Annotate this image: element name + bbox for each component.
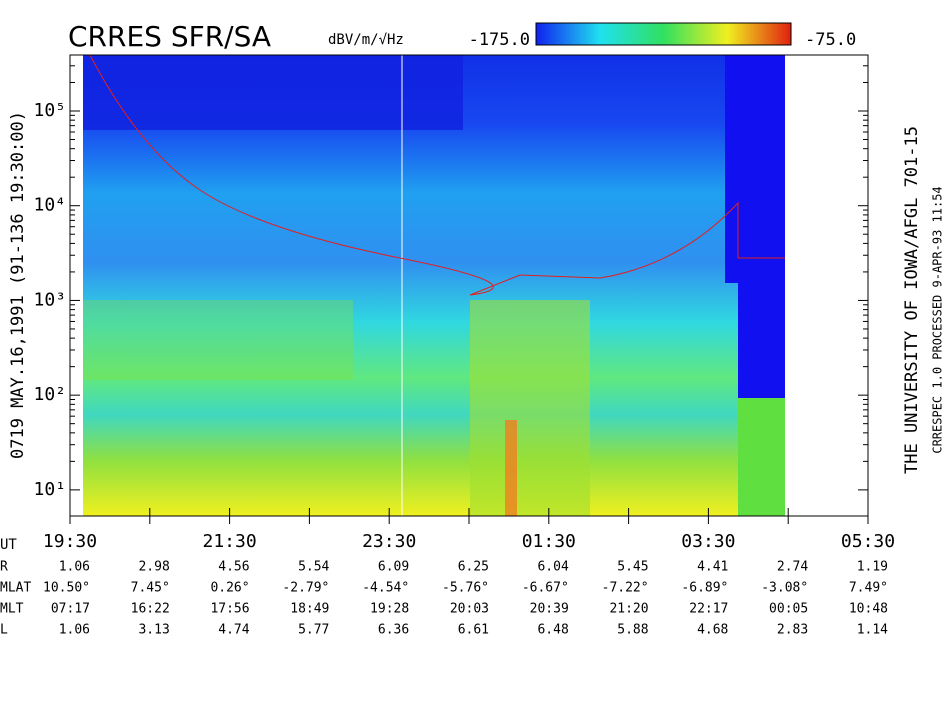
x-tick-label: 19:30	[43, 531, 97, 552]
ephemeris-value: 6.09	[378, 560, 409, 575]
ephemeris-value: 07:17	[51, 602, 90, 617]
ephemeris-value: 10.50°	[43, 581, 90, 596]
x-tick-label: 21:30	[203, 531, 257, 552]
ephemeris-value: 1.19	[857, 560, 888, 575]
ephemeris-value: 2.74	[777, 560, 808, 575]
ephemeris-name: R	[0, 560, 8, 575]
ephemeris-value: 0.26°	[210, 581, 249, 596]
ephemeris-value: 2.83	[777, 623, 808, 638]
ephemeris-value: 5.77	[298, 623, 329, 638]
ephemeris-value: 6.48	[537, 623, 568, 638]
chart-title: CRRES SFR/SA	[68, 20, 271, 53]
x-axis-label: UT	[0, 537, 17, 553]
colorbar	[535, 22, 792, 46]
ephemeris-value: 17:56	[210, 602, 249, 617]
ephemeris-value: 21:20	[609, 602, 648, 617]
ephemeris-value: 3.13	[138, 623, 169, 638]
ephemeris-value: -4.54°	[362, 581, 409, 596]
ephemeris-value: 16:22	[131, 602, 170, 617]
right-label: THE UNIVERSITY OF IOWA/AFGL 701-15	[902, 126, 922, 474]
spectrogram-image	[83, 54, 785, 516]
ephemeris-value: 1.06	[59, 623, 90, 638]
ephemeris-value: 20:39	[530, 602, 569, 617]
ephemeris-value: 6.36	[378, 623, 409, 638]
ephemeris-name: MLAT	[0, 581, 31, 596]
ephemeris-value: -6.67°	[522, 581, 569, 596]
right-label-2: CRRESPEC 1.0 PROCESSED 9-APR-93 11:54	[931, 186, 945, 453]
x-tick-label: 23:30	[362, 531, 416, 552]
ephemeris-value: 7.49°	[849, 581, 888, 596]
y-tick-label: 10⁴	[33, 195, 66, 216]
ephemeris-value: 5.54	[298, 560, 329, 575]
y-tick-label: 10³	[33, 289, 66, 310]
colorbar-max: -75.0	[805, 30, 856, 50]
ephemeris-value: 00:05	[769, 602, 808, 617]
ephemeris-value: 6.04	[537, 560, 568, 575]
y-tick-label: 10¹	[33, 479, 66, 500]
ephemeris-value: 1.06	[59, 560, 90, 575]
ephemeris-value: -7.22°	[602, 581, 649, 596]
x-tick-label: 01:30	[522, 531, 576, 552]
ephemeris-value: -2.79°	[282, 581, 329, 596]
ephemeris-value: 22:17	[689, 602, 728, 617]
ephemeris-value: 5.88	[617, 623, 648, 638]
colorbar-label: dBV/m/√Hz	[328, 32, 404, 48]
ephemeris-value: -6.89°	[681, 581, 728, 596]
ephemeris-value: -3.08°	[761, 581, 808, 596]
ephemeris-name: L	[0, 623, 8, 638]
ephemeris-value: 19:28	[370, 602, 409, 617]
ephemeris-value: 6.25	[458, 560, 489, 575]
x-tick-label: 03:30	[681, 531, 735, 552]
ephemeris-value: -5.76°	[442, 581, 489, 596]
x-tick-label: 05:30	[841, 531, 895, 552]
ephemeris-value: 4.56	[218, 560, 249, 575]
ephemeris-value: 6.61	[458, 623, 489, 638]
colorbar-min: -175.0	[469, 30, 530, 50]
ephemeris-value: 10:48	[849, 602, 888, 617]
y-tick-label: 10⁵	[33, 100, 66, 121]
ephemeris-value: 18:49	[290, 602, 329, 617]
y-tick-label: 10²	[33, 384, 66, 405]
ephemeris-value: 2.98	[138, 560, 169, 575]
ephemeris-value: 1.14	[857, 623, 888, 638]
ephemeris-value: 4.74	[218, 623, 249, 638]
ephemeris-name: MLT	[0, 602, 24, 617]
side-label: 0719 MAY.16,1991 (91-136 19:30:00)	[8, 111, 28, 459]
ephemeris-value: 7.45°	[131, 581, 170, 596]
ephemeris-value: 20:03	[450, 602, 489, 617]
ephemeris-value: 5.45	[617, 560, 648, 575]
ephemeris-value: 4.41	[697, 560, 728, 575]
ephemeris-value: 4.68	[697, 623, 728, 638]
